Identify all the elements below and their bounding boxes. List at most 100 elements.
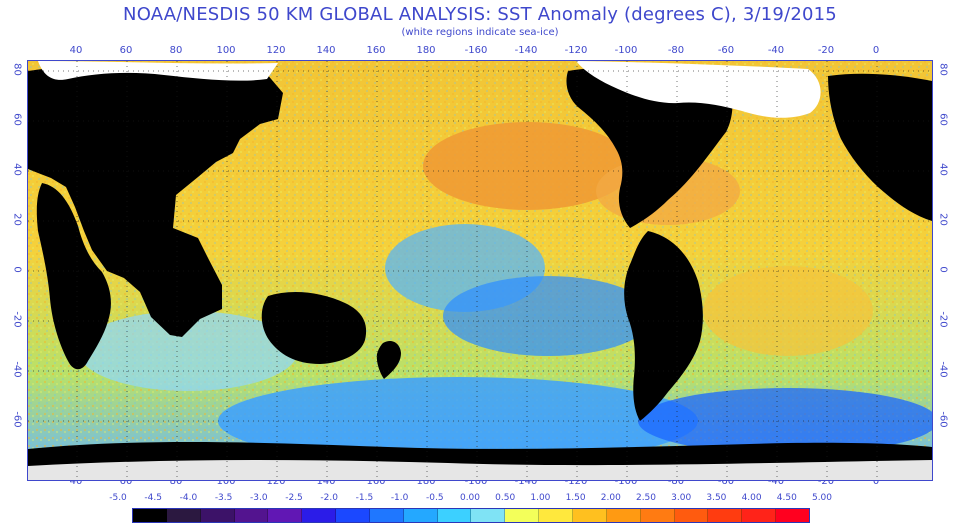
legend-tick-label: 3.00 — [671, 493, 692, 503]
greenland-landmass — [828, 73, 932, 221]
eurasia-africa-landmass — [28, 63, 283, 337]
right-latitude-tick-label: -40 — [937, 361, 949, 378]
top-longitude-tick-label: 120 — [266, 45, 286, 56]
top-longitude-tick-label: -120 — [564, 45, 588, 56]
legend-tick-label: -2.5 — [285, 493, 303, 503]
legend-color-swatch — [606, 509, 641, 522]
right-latitude-tick-label: 40 — [937, 163, 949, 176]
top-longitude-tick-label: -40 — [767, 45, 785, 56]
legend-color-swatch — [369, 509, 404, 522]
south-atlantic-cold-band — [638, 388, 932, 454]
legend-color-swatch — [437, 509, 472, 522]
south-atlantic-warm-anomaly — [703, 266, 873, 356]
south-america-landmass — [624, 231, 703, 421]
right-latitude-tick-label: -20 — [937, 311, 949, 328]
top-longitude-tick-label: -20 — [817, 45, 835, 56]
legend-color-swatch — [776, 509, 809, 522]
legend-tick-label: -1.0 — [390, 493, 409, 503]
top-longitude-tick-label: 60 — [119, 45, 133, 56]
legend-color-swatch — [471, 509, 506, 522]
legend-color-swatch — [302, 509, 337, 522]
top-longitude-tick-label: -80 — [667, 45, 685, 56]
bottom-longitude-tick-label: 60 — [119, 476, 133, 487]
bottom-longitude-tick-label: 120 — [266, 476, 286, 487]
top-longitude-tick-label: 100 — [216, 45, 236, 56]
right-latitude-tick-label: 20 — [937, 213, 949, 226]
bottom-longitude-tick-label: -120 — [564, 476, 588, 487]
legend-tick-label: 1.50 — [565, 493, 586, 503]
legend-tick-label: 2.00 — [600, 493, 621, 503]
legend-tick-label: -4.5 — [144, 493, 162, 503]
bottom-longitude-tick-label: -40 — [767, 476, 785, 487]
legend-tick-label: 1.00 — [530, 493, 551, 503]
legend-tick-label: 3.50 — [706, 493, 727, 503]
top-longitude-tick-label: -140 — [514, 45, 538, 56]
left-latitude-tick-label: 20 — [11, 213, 23, 226]
left-latitude-tick-label: 80 — [11, 63, 23, 76]
right-latitude-tick-label: 0 — [937, 266, 949, 273]
legend-color-swatch — [336, 509, 370, 522]
legend-tick-label: 0.00 — [459, 493, 481, 503]
legend-color-swatch — [403, 509, 438, 522]
left-latitude-tick-label: -60 — [11, 411, 23, 428]
bottom-longitude-tick-label: 80 — [169, 476, 183, 487]
top-longitude-tick-label: -160 — [464, 45, 488, 56]
left-latitude-tick-label: -20 — [11, 311, 23, 328]
top-longitude-tick-label: 0 — [872, 45, 880, 56]
legend-labels: -5.0 -4.5 -4.0 -3.5 -3.0 -2.5 -2.0 -1.5 -1.0 -0.5… — [109, 493, 832, 505]
legend-color-swatch — [674, 509, 709, 522]
legend-tick-label: 2.50 — [635, 493, 657, 503]
legend-tick-label: -1.5 — [355, 493, 374, 503]
top-longitude-tick-label: 40 — [69, 45, 83, 56]
anomaly-color-legend — [132, 508, 810, 523]
bottom-longitude-tick-label: -20 — [817, 476, 835, 487]
bottom-longitude-tick-label: -100 — [614, 476, 638, 487]
top-longitude-tick-label: 160 — [366, 45, 386, 56]
bottom-longitude-tick-label: -60 — [717, 476, 735, 487]
right-latitude-tick-label: 60 — [937, 113, 949, 126]
left-latitude-tick-label: -40 — [11, 361, 23, 378]
legend-tick-label: -5.0 — [109, 493, 127, 503]
legend-tick-label: -4.0 — [179, 493, 198, 503]
top-longitude-tick-label: 180 — [416, 45, 436, 56]
legend-tick-label: -2.0 — [320, 493, 338, 503]
top-longitude-tick-label: 140 — [316, 45, 336, 56]
page-subtitle: (white regions indicate sea-ice) — [401, 27, 559, 38]
southeast-pacific-cool-anomaly — [443, 276, 653, 356]
sst-map-frame — [27, 60, 933, 481]
north-america-landmass — [566, 66, 733, 228]
bottom-longitude-tick-label: -80 — [667, 476, 685, 487]
canadian-arctic-sea-ice — [576, 61, 821, 118]
legend-color-swatch — [539, 509, 573, 522]
bottom-longitude-tick-label: 100 — [216, 476, 236, 487]
right-latitude-tick-label: 80 — [937, 63, 949, 76]
legend-color-swatch — [742, 509, 777, 522]
legend-tick-label: 4.50 — [776, 493, 797, 503]
top-longitude-tick-label: -60 — [717, 45, 735, 56]
right-latitude-tick-label: -60 — [937, 411, 949, 428]
legend-tick-label: 5.00 — [811, 493, 833, 503]
bottom-longitude-tick-label: -140 — [514, 476, 538, 487]
top-longitude-tick-label: 80 — [169, 45, 183, 56]
top-longitude-tick-label: -100 — [614, 45, 638, 56]
legend-color-swatch — [572, 509, 607, 522]
map-gridlines — [28, 61, 932, 480]
legend-tick-label: -3.0 — [250, 493, 268, 503]
bottom-longitude-tick-label: 0 — [872, 476, 880, 487]
bottom-longitude-tick-label: 160 — [366, 476, 386, 487]
left-latitude-tick-label: 60 — [11, 113, 23, 126]
legend-tick-label: 0.50 — [495, 493, 516, 503]
new-zealand-landmass — [376, 341, 401, 379]
bottom-longitude-tick-label: -160 — [464, 476, 488, 487]
legend-color-swatch — [640, 509, 675, 522]
bottom-longitude-tick-label: 140 — [316, 476, 336, 487]
legend-color-swatch — [166, 509, 201, 522]
bottom-longitude-tick-label: 180 — [416, 476, 436, 487]
legend-color-swatch — [708, 509, 743, 522]
bottom-longitude-tick-label: 40 — [69, 476, 83, 487]
legend-tick-label: -0.5 — [426, 493, 444, 503]
legend-color-swatch — [234, 509, 269, 522]
page-title: NOAA/NESDIS 50 KM GLOBAL ANALYSIS: SST A… — [123, 4, 837, 25]
left-latitude-tick-label: 0 — [11, 266, 23, 273]
legend-tick-label: 4.00 — [741, 493, 762, 503]
